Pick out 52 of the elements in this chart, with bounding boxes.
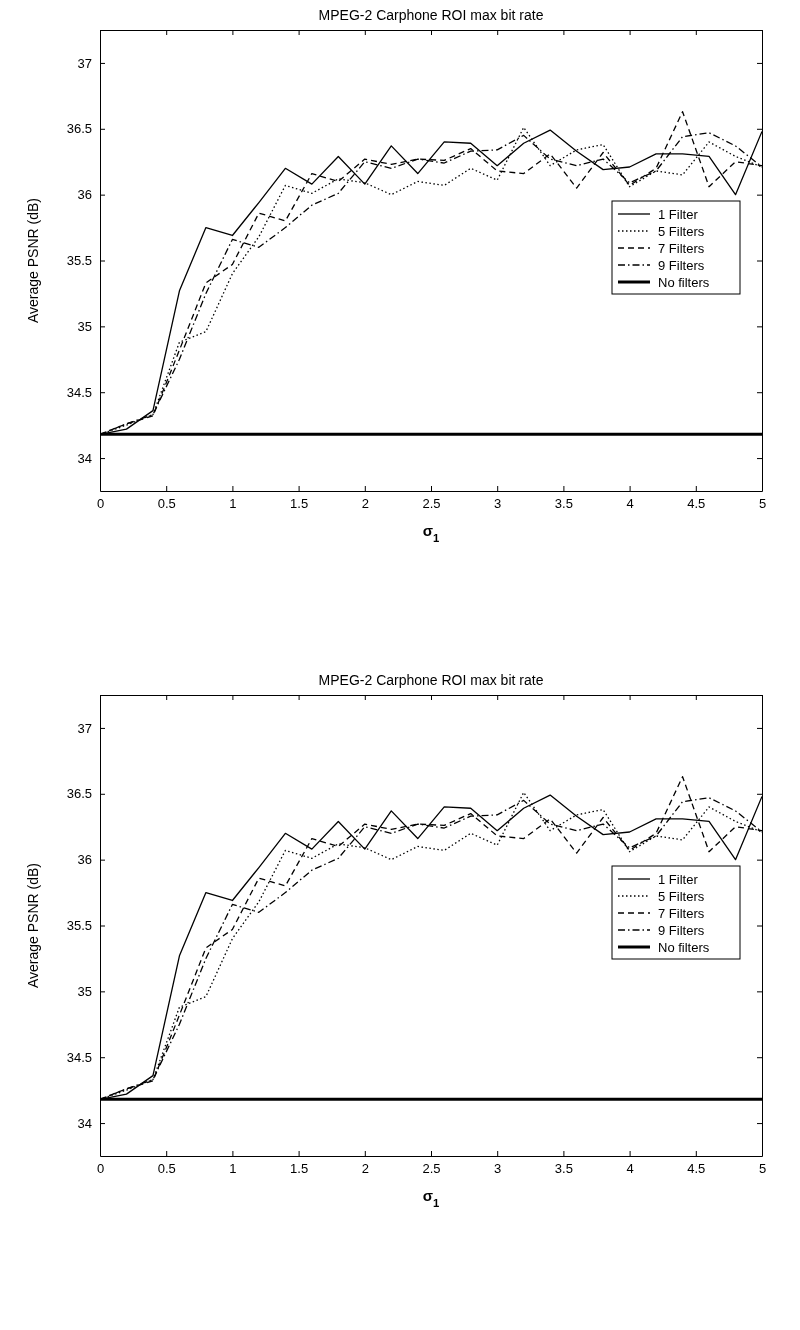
chart-title: MPEG-2 Carphone ROI max bit rate xyxy=(318,7,544,23)
x-tick-label: 1 xyxy=(229,496,237,512)
x-tick-label: 4 xyxy=(626,496,634,512)
x-tick-label: 3 xyxy=(494,1161,502,1177)
x-tick-label: 3.5 xyxy=(554,1161,573,1177)
legend-label: No filters xyxy=(658,939,710,955)
y-tick-label: 35 xyxy=(77,984,92,1000)
y-tick-label: 34 xyxy=(77,450,92,466)
x-tick-label: 3.5 xyxy=(554,496,573,512)
y-tick-label: 36.5 xyxy=(66,121,92,137)
legend-label: 7 Filters xyxy=(658,240,705,256)
x-tick-label: 0.5 xyxy=(157,496,176,512)
x-tick-label: 0 xyxy=(96,1161,105,1177)
legend-label: 5 Filters xyxy=(658,223,705,239)
x-tick-label: 2.5 xyxy=(422,496,441,512)
x-tick-label: 4.5 xyxy=(687,1161,706,1177)
y-tick-label: 34.5 xyxy=(66,1049,92,1065)
x-tick-label: 5 xyxy=(758,1161,767,1177)
legend-label: 1 Filter xyxy=(658,871,699,887)
x-tick-label: 1.5 xyxy=(290,496,309,512)
x-axis-title: σ$_{1}$ xyxy=(422,522,440,544)
y-axis-title: Average PSNR (dB) xyxy=(25,197,41,324)
legend-label: 5 Filters xyxy=(658,888,705,904)
y-tick-label: 35 xyxy=(77,319,92,335)
y-tick-label: 37 xyxy=(77,720,92,736)
x-tick-label: 2 xyxy=(361,1161,369,1177)
x-tick-label: 4 xyxy=(626,1161,634,1177)
chart-title: MPEG-2 Carphone ROI max bit rate xyxy=(318,672,544,688)
y-tick-label: 34.5 xyxy=(66,384,92,400)
legend-label: 1 Filter xyxy=(658,206,699,222)
x-axis-title: σ$_{1}$ xyxy=(422,1187,440,1209)
x-tick-label: 2 xyxy=(361,496,369,512)
y-axis-title: Average PSNR (dB) xyxy=(25,862,41,989)
x-tick-label: 0.5 xyxy=(157,1161,176,1177)
legend-label: 9 Filters xyxy=(658,257,705,273)
y-tick-label: 34 xyxy=(77,1115,92,1131)
y-tick-label: 36.5 xyxy=(66,786,92,802)
y-tick-label: 35.5 xyxy=(66,918,92,934)
y-tick-label: 36 xyxy=(77,852,92,868)
y-tick-label: 37 xyxy=(77,55,92,71)
x-tick-label: 5 xyxy=(758,496,767,512)
legend-label: 9 Filters xyxy=(658,922,705,938)
x-tick-label: 0 xyxy=(96,496,105,512)
legend-label: No filters xyxy=(658,274,710,290)
x-tick-label: 1 xyxy=(229,1161,237,1177)
y-tick-label: 35.5 xyxy=(66,253,92,269)
x-tick-label: 2.5 xyxy=(422,1161,441,1177)
x-tick-label: 4.5 xyxy=(687,496,706,512)
y-tick-label: 36 xyxy=(77,187,92,203)
x-tick-label: 3 xyxy=(494,496,502,512)
x-tick-label: 1.5 xyxy=(290,1161,309,1177)
legend-label: 7 Filters xyxy=(658,905,705,921)
